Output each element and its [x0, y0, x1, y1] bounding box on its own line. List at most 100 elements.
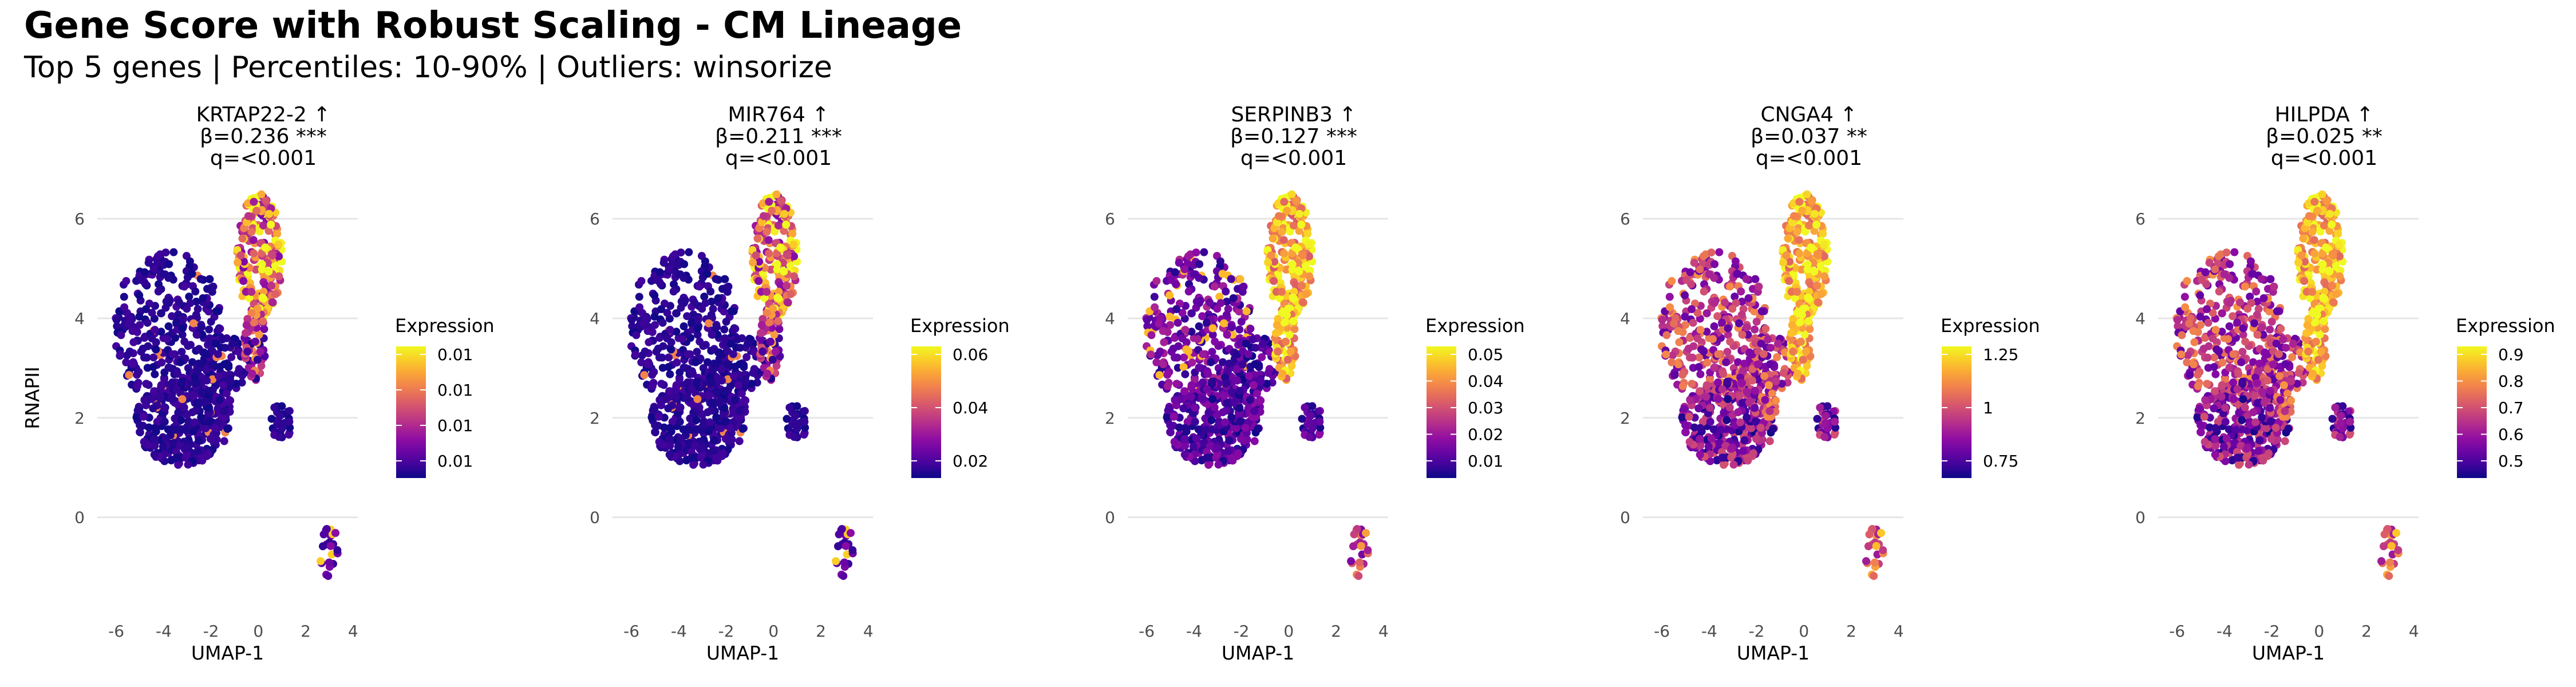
data-point	[1721, 298, 1729, 307]
data-point	[160, 457, 169, 465]
data-point	[174, 460, 183, 469]
data-point	[1678, 382, 1687, 390]
data-point	[654, 344, 662, 353]
data-point	[1822, 419, 1830, 428]
data-point	[655, 396, 664, 405]
data-point	[253, 356, 262, 364]
data-point	[139, 412, 148, 421]
data-point	[250, 318, 258, 327]
y-tick-label: 4	[1620, 309, 1630, 328]
data-point	[2198, 275, 2206, 284]
x-tick-label: -6	[1654, 622, 1670, 641]
data-point	[1718, 318, 1726, 327]
data-point	[1155, 319, 1163, 328]
data-point	[1236, 435, 1245, 443]
data-point	[188, 408, 197, 417]
data-point	[650, 404, 658, 413]
panel-title-line: β=0.025 **	[2266, 125, 2383, 148]
data-point	[1785, 277, 1793, 285]
data-point	[680, 260, 689, 269]
data-point	[113, 322, 121, 330]
data-point	[782, 220, 791, 229]
data-point	[153, 417, 161, 426]
data-point	[258, 249, 266, 258]
data-point	[1179, 363, 1188, 372]
data-point	[128, 327, 137, 335]
x-tick-label: 4	[1894, 622, 1904, 641]
data-point	[1195, 299, 1203, 307]
data-point	[259, 317, 267, 326]
data-point	[1225, 360, 1234, 368]
data-point	[1820, 240, 1828, 248]
data-point	[2246, 257, 2255, 266]
data-point	[1172, 305, 1181, 314]
data-point	[1760, 372, 1769, 380]
data-point	[709, 366, 717, 375]
x-tick-label: 0	[768, 622, 779, 641]
data-point	[708, 399, 716, 408]
data-point	[631, 350, 640, 359]
data-point	[1207, 358, 1215, 366]
x-tick-label: 2	[301, 622, 311, 641]
legend-colorbar	[396, 346, 426, 478]
data-point	[1865, 530, 1874, 539]
data-point	[135, 291, 144, 299]
data-point	[258, 293, 267, 302]
data-point	[1811, 210, 1819, 218]
data-point	[1729, 460, 1738, 469]
data-point	[319, 530, 328, 539]
data-point	[1155, 371, 1164, 380]
panel-title-line: β=0.127 ***	[1230, 125, 1357, 148]
data-point	[652, 275, 661, 284]
data-point	[790, 433, 799, 441]
data-point	[704, 319, 713, 327]
data-point	[665, 424, 674, 432]
data-point	[2218, 309, 2226, 318]
data-point	[658, 318, 667, 327]
data-point	[1662, 350, 1670, 359]
data-point	[683, 350, 692, 358]
data-point	[1281, 337, 1290, 346]
data-point	[1180, 265, 1189, 274]
data-point	[1234, 449, 1242, 457]
data-point	[721, 417, 729, 426]
data-point	[228, 339, 237, 348]
data-point	[157, 309, 165, 318]
data-point	[2189, 360, 2198, 369]
data-point	[720, 404, 729, 412]
data-point	[800, 431, 808, 439]
data-point	[2212, 345, 2221, 354]
data-point	[1187, 381, 1196, 389]
data-point	[177, 377, 186, 386]
panel-title-line: SERPINB3 ↑	[1231, 103, 1356, 127]
data-point	[1674, 327, 1682, 335]
data-point	[1223, 399, 1231, 408]
data-point	[840, 558, 849, 567]
data-point	[1279, 236, 1288, 244]
data-point	[1710, 363, 1718, 372]
data-point	[1174, 318, 1182, 327]
data-point	[1742, 275, 1751, 283]
data-point	[177, 416, 185, 424]
y-tick-label: 2	[2135, 409, 2146, 428]
data-point	[1165, 404, 1174, 413]
data-point	[2204, 318, 2212, 327]
data-point	[1271, 329, 1280, 337]
data-point	[1151, 303, 1159, 311]
data-point	[139, 344, 147, 353]
data-point	[756, 329, 765, 337]
data-point	[2214, 252, 2223, 260]
data-point	[648, 382, 657, 390]
data-point	[707, 379, 716, 388]
data-point	[208, 360, 216, 369]
legend-tick-label: 0.04	[1468, 372, 1503, 391]
data-point	[1283, 356, 1292, 364]
data-point	[1225, 436, 1234, 445]
data-point	[1249, 335, 1257, 344]
data-point	[173, 453, 182, 462]
data-point	[1761, 325, 1770, 333]
data-point	[771, 347, 780, 356]
data-point	[226, 377, 235, 386]
data-point	[1678, 370, 1687, 379]
data-point	[1200, 248, 1208, 256]
